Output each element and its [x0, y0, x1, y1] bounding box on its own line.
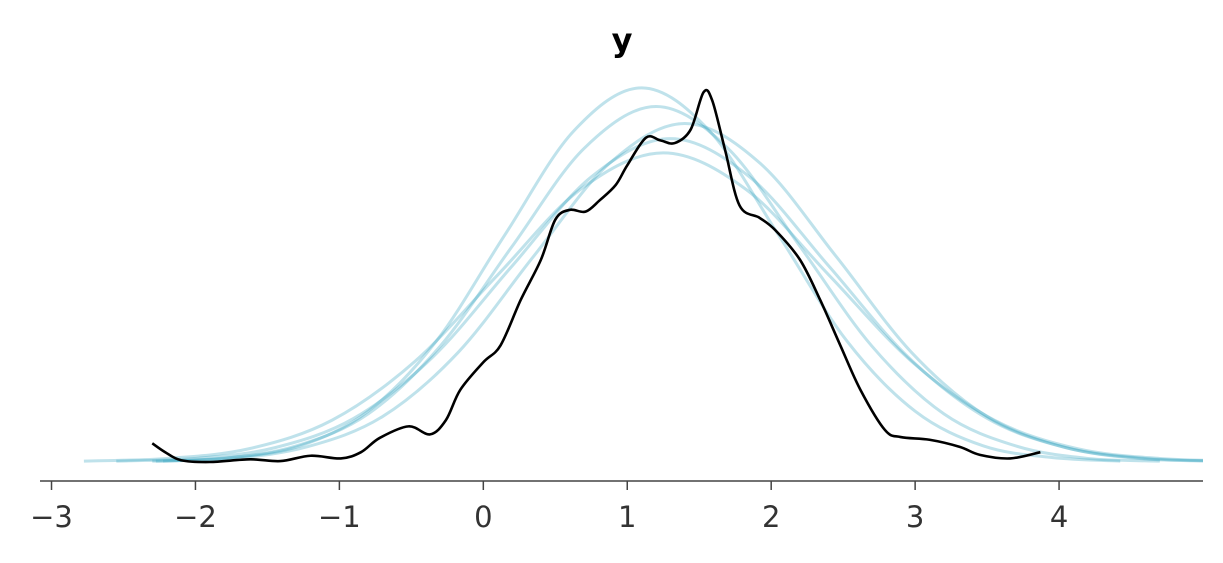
x-tick-label: 0: [474, 500, 492, 534]
density-curve: [151, 88, 1041, 464]
x-tick-label: 4: [1050, 500, 1068, 534]
x-tick-label: 3: [906, 500, 924, 534]
density-curve: [162, 86, 1121, 463]
x-tick-label: −3: [30, 500, 73, 534]
density-curve: [155, 121, 1203, 463]
density-curve: [116, 137, 1203, 463]
x-tick-label: 1: [618, 500, 636, 534]
density-curve: [152, 105, 1160, 463]
density-curve: [83, 151, 1203, 463]
x-tick-label: −2: [174, 500, 217, 534]
x-axis: −3 −2 −1 0 1 2 3 4: [30, 481, 1068, 534]
x-tick-label: 2: [762, 500, 780, 534]
x-tick-label: −1: [318, 500, 361, 534]
chart-title: y: [612, 21, 633, 59]
curves: [83, 86, 1203, 464]
